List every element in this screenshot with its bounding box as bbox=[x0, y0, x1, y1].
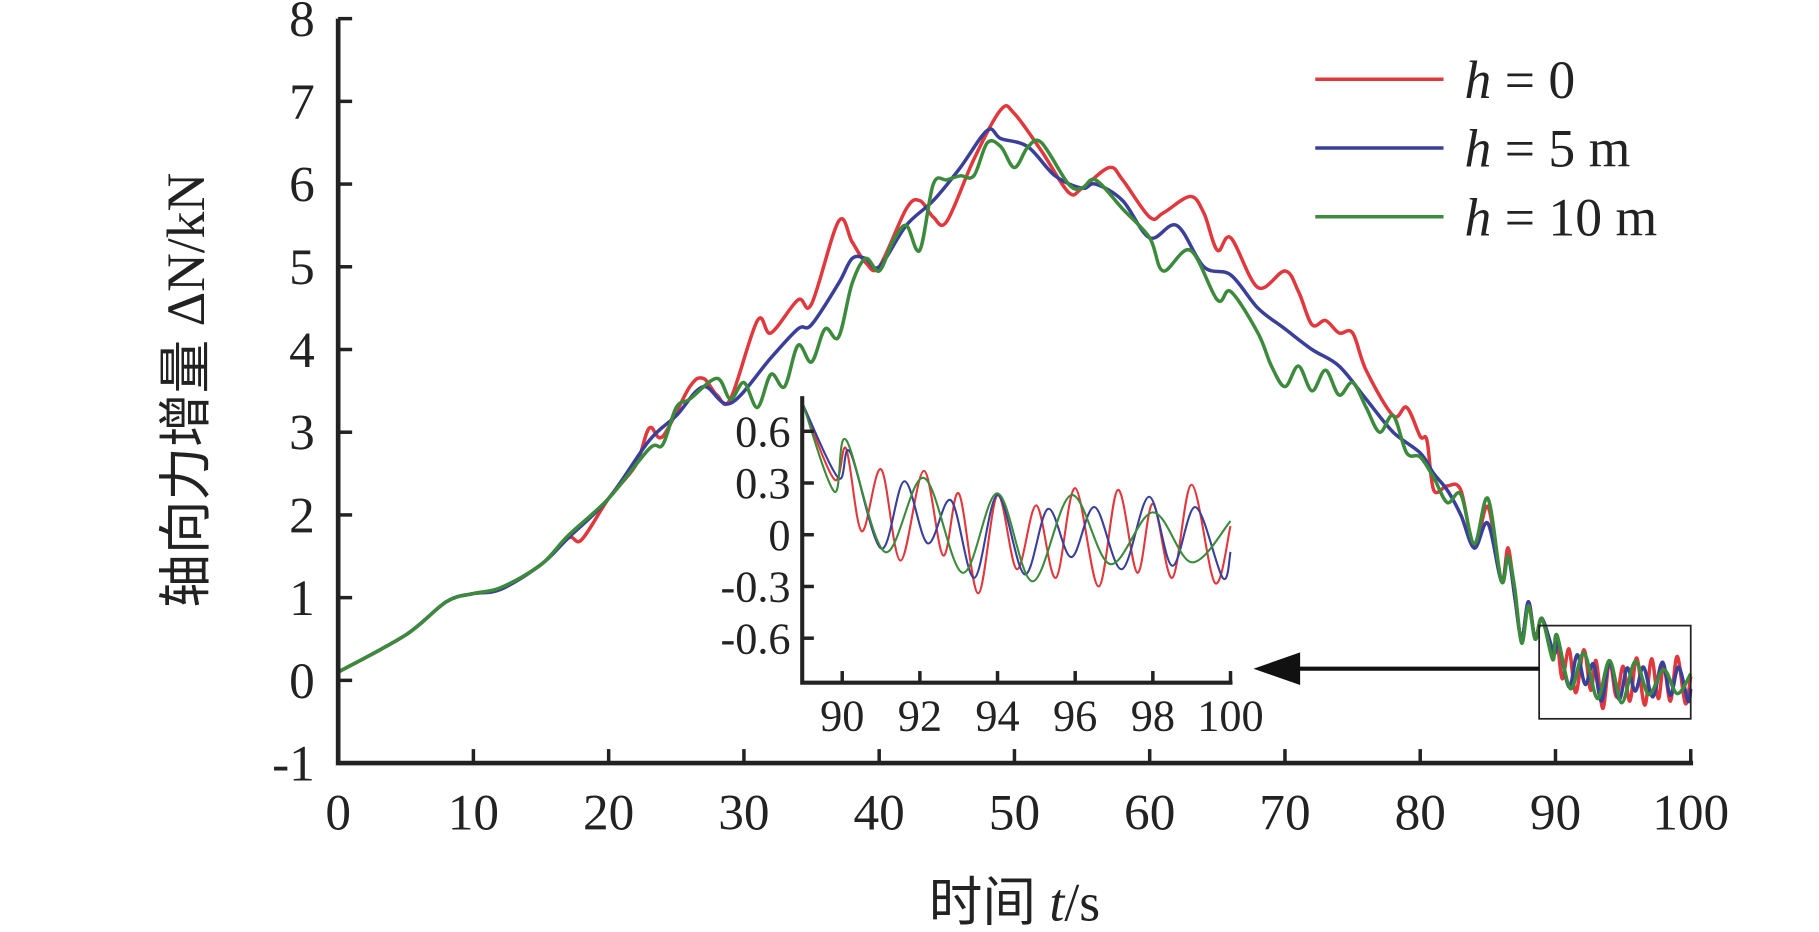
x-tick-label: 50 bbox=[989, 784, 1040, 841]
inset-x-tick-label: 96 bbox=[1053, 691, 1097, 740]
x-tick-label: 70 bbox=[1259, 784, 1310, 841]
inset-x-tick-label: 94 bbox=[975, 691, 1019, 740]
inset-lines bbox=[802, 404, 1232, 595]
inset-series-line-2 bbox=[802, 405, 1232, 583]
inset-axes bbox=[800, 396, 1233, 685]
legend-label-0: h = 0 bbox=[1465, 50, 1576, 110]
y-axis-label: 轴向力增量 ΔN/kN bbox=[156, 173, 216, 608]
inset-y-tick-label: 0 bbox=[768, 511, 790, 560]
legend: h = 0 h = 5 m h = 10 m bbox=[1315, 50, 1657, 247]
x-tick-label: 10 bbox=[448, 784, 499, 841]
zoom-box bbox=[1538, 624, 1692, 720]
y-tick-label: 1 bbox=[289, 570, 315, 627]
x-tick-label: 60 bbox=[1124, 784, 1175, 841]
inset-y-tick-label: 0.3 bbox=[735, 459, 790, 508]
inset-y-tick-label: -0.6 bbox=[720, 614, 790, 663]
inset-y-tick-label: -0.3 bbox=[720, 563, 790, 612]
x-tick-label: 20 bbox=[583, 784, 634, 841]
y-tick-label: 5 bbox=[289, 239, 315, 296]
inset-x-tick-label: 92 bbox=[898, 691, 942, 740]
x-tick-label: 90 bbox=[1530, 784, 1581, 841]
y-tick-label: 2 bbox=[289, 487, 315, 544]
inset-y-tick-label: 0.6 bbox=[735, 407, 790, 456]
inset-plot: 90 92 94 96 98 100 0.60.30-0.3-0.6 bbox=[720, 393, 1264, 740]
inset-x-tick-label: 100 bbox=[1197, 691, 1263, 740]
series-line-2 bbox=[337, 138, 1693, 705]
series-line-1 bbox=[337, 127, 1693, 704]
x-tick-label: 0 bbox=[325, 784, 351, 841]
inset-ticks: 90 92 94 96 98 100 0.60.30-0.3-0.6 bbox=[720, 407, 1263, 740]
x-tick-label: 100 bbox=[1652, 784, 1729, 841]
x-tick-label: 30 bbox=[718, 784, 769, 841]
legend-label-2: h = 10 m bbox=[1465, 187, 1658, 247]
inset-x-tick-label: 98 bbox=[1131, 691, 1175, 740]
y-tick-label: 0 bbox=[289, 653, 315, 710]
x-axis-label: 时间 t/s bbox=[929, 872, 1100, 932]
y-tick-label: 8 bbox=[289, 0, 315, 48]
inset-x-tick-label: 90 bbox=[820, 691, 864, 740]
y-tick-label: 7 bbox=[289, 74, 315, 131]
y-tick-label: -1 bbox=[272, 736, 315, 793]
legend-label-1: h = 5 m bbox=[1465, 119, 1631, 179]
arrow-head-icon bbox=[1253, 652, 1301, 686]
main-plot-lines bbox=[337, 104, 1693, 711]
x-tick-label: 40 bbox=[854, 784, 905, 841]
y-tick-label: 6 bbox=[289, 157, 315, 214]
y-tick-label: 3 bbox=[289, 405, 315, 462]
y-tick-label: 4 bbox=[289, 322, 315, 379]
x-tick-label: 80 bbox=[1395, 784, 1446, 841]
